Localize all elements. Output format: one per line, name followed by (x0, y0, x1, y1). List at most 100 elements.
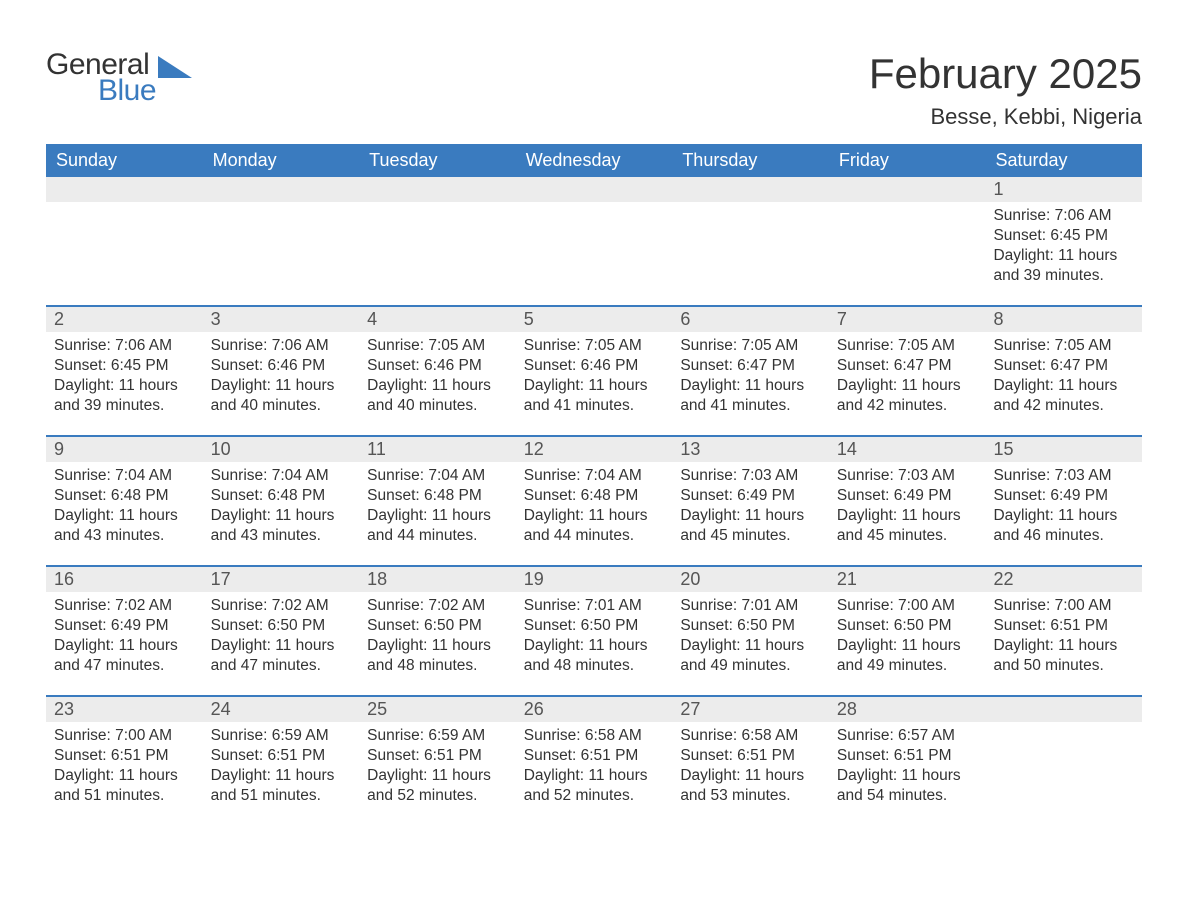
day-details (829, 202, 986, 214)
sunrise-text: Sunrise: 7:02 AM (211, 596, 352, 616)
day-details: Sunrise: 7:00 AMSunset: 6:51 PMDaylight:… (985, 592, 1142, 685)
daylight-text: Daylight: 11 hours and 50 minutes. (993, 636, 1134, 676)
day-details (516, 202, 673, 214)
calendar-day: 5 Sunrise: 7:05 AMSunset: 6:46 PMDaylight… (516, 307, 673, 435)
sunset-text: Sunset: 6:47 PM (993, 356, 1134, 376)
sunset-text: Sunset: 6:46 PM (211, 356, 352, 376)
calendar-day: 8Sunrise: 7:05 AMSunset: 6:47 PMDaylight… (985, 307, 1142, 435)
day-details: Sunrise: 7:05 AMSunset: 6:46 PMDaylight:… (359, 332, 516, 425)
calendar-day-empty (203, 177, 360, 305)
day-number: 27 (672, 697, 829, 722)
location-subtitle: Besse, Kebbi, Nigeria (869, 104, 1142, 130)
daylight-text: Daylight: 11 hours and 51 minutes. (54, 766, 195, 806)
sunrise-text: Sunrise: 6:58 AM (680, 726, 821, 746)
day-details: Sunrise: 6:58 AMSunset: 6:51 PMDaylight:… (672, 722, 829, 815)
daylight-text: Daylight: 11 hours and 40 minutes. (367, 376, 508, 416)
day-details (672, 202, 829, 214)
calendar-day: 25Sunrise: 6:59 AMSunset: 6:51 PMDayligh… (359, 697, 516, 825)
daylight-text: Daylight: 11 hours and 45 minutes. (680, 506, 821, 546)
sunrise-text: Sunrise: 7:06 AM (54, 336, 195, 356)
day-details (46, 202, 203, 214)
daylight-text: Daylight: 11 hours and 41 minutes. (524, 376, 665, 416)
weekday-header: Sunday (46, 144, 203, 177)
day-details: Sunrise: 7:04 AMSunset: 6:48 PMDaylight:… (46, 462, 203, 555)
sunset-text: Sunset: 6:45 PM (993, 226, 1134, 246)
sunset-text: Sunset: 6:51 PM (524, 746, 665, 766)
sunset-text: Sunset: 6:49 PM (680, 486, 821, 506)
calendar-day: 10Sunrise: 7:04 AMSunset: 6:48 PMDayligh… (203, 437, 360, 565)
sunrise-text: Sunrise: 7:00 AM (993, 596, 1134, 616)
sunset-text: Sunset: 6:49 PM (54, 616, 195, 636)
day-number: 6 (672, 307, 829, 332)
sunset-text: Sunset: 6:50 PM (524, 616, 665, 636)
calendar-day: 20Sunrise: 7:01 AMSunset: 6:50 PMDayligh… (672, 567, 829, 695)
day-number: 10 (203, 437, 360, 462)
day-number: 7 (829, 307, 986, 332)
day-number: 2 (46, 307, 203, 332)
daylight-text: Daylight: 11 hours and 48 minutes. (367, 636, 508, 676)
day-number: 24 (203, 697, 360, 722)
day-details (359, 202, 516, 214)
day-details: Sunrise: 7:00 AMSunset: 6:51 PMDaylight:… (46, 722, 203, 815)
calendar-week: 16Sunrise: 7:02 AMSunset: 6:49 PMDayligh… (46, 565, 1142, 695)
day-details: Sunrise: 7:02 AMSunset: 6:50 PMDaylight:… (359, 592, 516, 685)
day-details: Sunrise: 6:59 AMSunset: 6:51 PMDaylight:… (359, 722, 516, 815)
sunrise-text: Sunrise: 7:06 AM (993, 206, 1134, 226)
sunrise-text: Sunrise: 7:05 AM (837, 336, 978, 356)
day-number (672, 177, 829, 202)
sunset-text: Sunset: 6:46 PM (524, 356, 665, 376)
weekday-header: Monday (203, 144, 360, 177)
day-details: Sunrise: 7:04 AMSunset: 6:48 PMDaylight:… (359, 462, 516, 555)
day-number (516, 177, 673, 202)
day-details: Sunrise: 7:05 AMSunset: 6:47 PMDaylight:… (829, 332, 986, 425)
title-block: February 2025 Besse, Kebbi, Nigeria (869, 50, 1142, 130)
day-details: Sunrise: 6:57 AMSunset: 6:51 PMDaylight:… (829, 722, 986, 815)
weekday-header: Thursday (672, 144, 829, 177)
daylight-text: Daylight: 11 hours and 49 minutes. (837, 636, 978, 676)
sunrise-text: Sunrise: 7:02 AM (54, 596, 195, 616)
daylight-text: Daylight: 11 hours and 44 minutes. (524, 506, 665, 546)
daylight-text: Daylight: 11 hours and 52 minutes. (367, 766, 508, 806)
day-number: 14 (829, 437, 986, 462)
day-number: 5 (516, 307, 673, 332)
calendar: SundayMondayTuesdayWednesdayThursdayFrid… (46, 144, 1142, 825)
day-details (203, 202, 360, 214)
sunrise-text: Sunrise: 7:02 AM (367, 596, 508, 616)
calendar-day: 23Sunrise: 7:00 AMSunset: 6:51 PMDayligh… (46, 697, 203, 825)
day-number: 15 (985, 437, 1142, 462)
calendar-day: 14Sunrise: 7:03 AMSunset: 6:49 PMDayligh… (829, 437, 986, 565)
sunrise-text: Sunrise: 7:05 AM (367, 336, 508, 356)
sunset-text: Sunset: 6:50 PM (680, 616, 821, 636)
calendar-day: 26Sunrise: 6:58 AMSunset: 6:51 PMDayligh… (516, 697, 673, 825)
sunrise-text: Sunrise: 7:05 AM (524, 336, 665, 356)
sunrise-text: Sunrise: 7:05 AM (680, 336, 821, 356)
calendar-week: 23Sunrise: 7:00 AMSunset: 6:51 PMDayligh… (46, 695, 1142, 825)
calendar-day: 21Sunrise: 7:00 AMSunset: 6:50 PMDayligh… (829, 567, 986, 695)
daylight-text: Daylight: 11 hours and 48 minutes. (524, 636, 665, 676)
day-details: Sunrise: 7:03 AMSunset: 6:49 PMDaylight:… (672, 462, 829, 555)
calendar-day: 19Sunrise: 7:01 AMSunset: 6:50 PMDayligh… (516, 567, 673, 695)
sunrise-text: Sunrise: 7:03 AM (680, 466, 821, 486)
day-number: 20 (672, 567, 829, 592)
calendar-day-empty (516, 177, 673, 305)
calendar-day: 11Sunrise: 7:04 AMSunset: 6:48 PMDayligh… (359, 437, 516, 565)
calendar-week: 2Sunrise: 7:06 AMSunset: 6:45 PMDaylight… (46, 305, 1142, 435)
sunset-text: Sunset: 6:47 PM (837, 356, 978, 376)
calendar-day-empty (46, 177, 203, 305)
daylight-text: Daylight: 11 hours and 52 minutes. (524, 766, 665, 806)
sunrise-text: Sunrise: 6:59 AM (367, 726, 508, 746)
day-details: Sunrise: 7:06 AMSunset: 6:46 PMDaylight:… (203, 332, 360, 425)
sunrise-text: Sunrise: 7:00 AM (837, 596, 978, 616)
day-details: Sunrise: 7:06 AMSunset: 6:45 PMDaylight:… (46, 332, 203, 425)
day-details: Sunrise: 7:05 AMSunset: 6:47 PMDaylight:… (985, 332, 1142, 425)
calendar-week: 9Sunrise: 7:04 AMSunset: 6:48 PMDaylight… (46, 435, 1142, 565)
calendar-day: 13Sunrise: 7:03 AMSunset: 6:49 PMDayligh… (672, 437, 829, 565)
sunset-text: Sunset: 6:46 PM (367, 356, 508, 376)
daylight-text: Daylight: 11 hours and 39 minutes. (54, 376, 195, 416)
sunrise-text: Sunrise: 6:58 AM (524, 726, 665, 746)
sunset-text: Sunset: 6:51 PM (837, 746, 978, 766)
day-number: 11 (359, 437, 516, 462)
calendar-day: 22Sunrise: 7:00 AMSunset: 6:51 PMDayligh… (985, 567, 1142, 695)
day-number (829, 177, 986, 202)
day-details: Sunrise: 7:03 AMSunset: 6:49 PMDaylight:… (829, 462, 986, 555)
